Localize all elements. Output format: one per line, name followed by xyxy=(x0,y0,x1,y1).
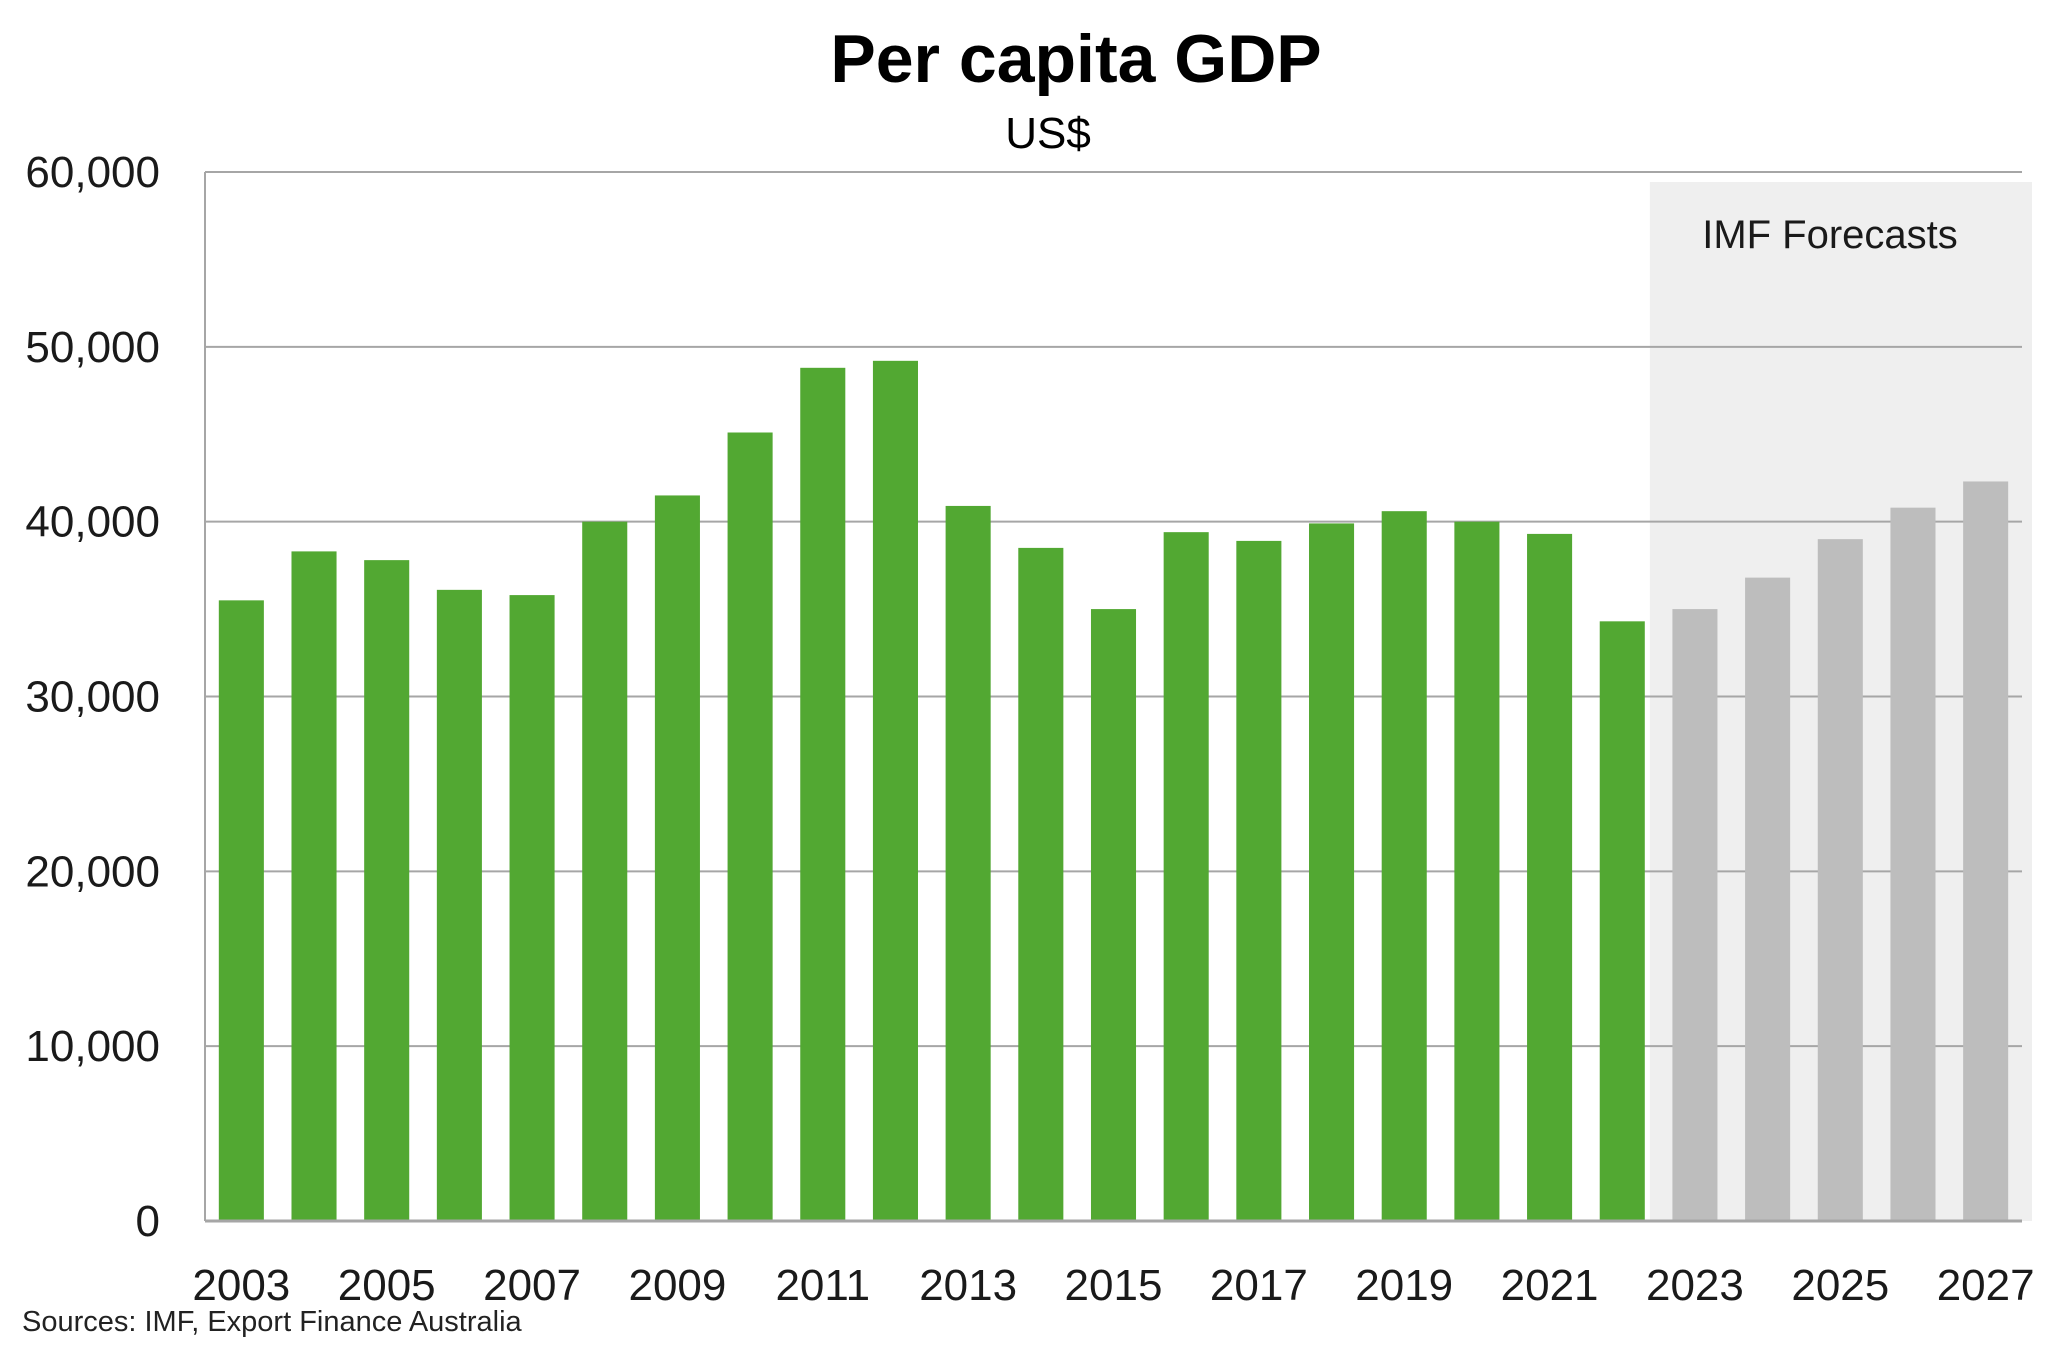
forecast-annotation: IMF Forecasts xyxy=(1702,213,1958,257)
bar-2004 xyxy=(291,551,337,1221)
x-tick-label: 2027 xyxy=(1937,1261,2035,1310)
y-tick-label: 0 xyxy=(136,1197,160,1246)
bar-2019 xyxy=(1381,511,1427,1222)
x-tick-label: 2021 xyxy=(1501,1261,1599,1310)
x-tick-label: 2003 xyxy=(192,1261,290,1310)
source-note: Sources: IMF, Export Finance Australia xyxy=(22,1306,523,1338)
bar-2011 xyxy=(800,367,846,1221)
bar-forecast-2024 xyxy=(1745,577,1791,1221)
bar-2017 xyxy=(1236,540,1282,1221)
x-tick-label: 2005 xyxy=(338,1261,436,1310)
bar-forecast-2027 xyxy=(1963,481,2009,1222)
x-tick-label: 2011 xyxy=(775,1261,870,1310)
bar-2008 xyxy=(582,521,628,1221)
bar-forecast-2025 xyxy=(1817,539,1863,1221)
x-tick-label: 2007 xyxy=(483,1261,581,1310)
bar-2010 xyxy=(727,432,773,1221)
x-tick-label: 2019 xyxy=(1355,1261,1453,1310)
y-tick-label: 10,000 xyxy=(25,1022,160,1071)
x-tick-label: 2017 xyxy=(1210,1261,1308,1310)
bar-2006 xyxy=(436,589,482,1221)
x-tick-labels: 2003 2005 2007 2009 2011 2013 2015 2017 2019 2021… xyxy=(192,1261,2034,1310)
bar-2007 xyxy=(509,595,555,1221)
bar-forecast-2023 xyxy=(1672,609,1718,1221)
bar-2003 xyxy=(218,600,264,1221)
bars xyxy=(218,360,2009,1222)
x-tick-label: 2013 xyxy=(919,1261,1017,1310)
bar-2018 xyxy=(1309,523,1355,1221)
y-tick-label: 20,000 xyxy=(25,847,160,896)
bar-2022 xyxy=(1599,621,1645,1221)
bar-2021 xyxy=(1527,533,1573,1221)
x-tick-label: 2023 xyxy=(1646,1261,1744,1310)
bar-2015 xyxy=(1090,609,1137,1221)
bar-2005 xyxy=(364,560,410,1221)
chart-subtitle: US$ xyxy=(1005,109,1091,158)
bar-2014 xyxy=(1018,547,1064,1221)
y-tick-labels: 0 10,000 20,000 30,000 40,000 50,000 60,000 xyxy=(25,148,160,1246)
bar-2016 xyxy=(1163,532,1209,1221)
y-tick-label: 50,000 xyxy=(25,323,160,372)
y-tick-label: 60,000 xyxy=(25,148,160,197)
x-tick-label: 2009 xyxy=(628,1261,726,1310)
x-tick-label: 2025 xyxy=(1791,1261,1889,1310)
bar-2013 xyxy=(945,505,991,1222)
y-tick-label: 40,000 xyxy=(25,498,160,547)
bar-2009 xyxy=(654,495,700,1222)
bar-2012 xyxy=(872,360,918,1221)
y-tick-label: 30,000 xyxy=(25,673,160,722)
chart-title: Per capita GDP xyxy=(830,21,1321,97)
x-tick-label: 2015 xyxy=(1065,1261,1163,1310)
bar-2020 xyxy=(1454,521,1500,1221)
bar-forecast-2026 xyxy=(1890,507,1936,1221)
